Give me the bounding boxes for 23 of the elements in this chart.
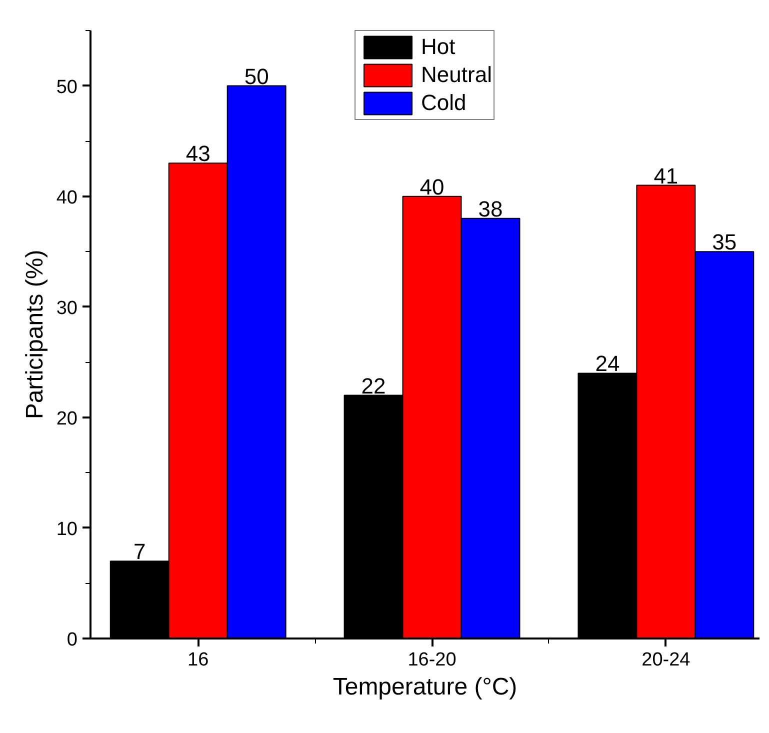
x-axis-title: Temperature (°C) bbox=[332, 674, 518, 700]
x-tick-label: 16-20 bbox=[408, 650, 456, 670]
data-label: 24 bbox=[595, 351, 620, 376]
y-tick-label: 10 bbox=[56, 518, 78, 540]
data-label: 38 bbox=[478, 196, 503, 222]
y-tick-label: 0 bbox=[66, 630, 78, 650]
legend-label: Neutral bbox=[421, 62, 492, 88]
data-label: 40 bbox=[420, 174, 444, 200]
x-tick-label: 16 bbox=[188, 650, 209, 670]
y-tick-label: 20 bbox=[56, 408, 78, 430]
data-label: 41 bbox=[654, 163, 678, 188]
legend-label: Cold bbox=[421, 90, 466, 116]
y-tick-label: 30 bbox=[56, 298, 78, 319]
legend-label: Hot bbox=[421, 34, 456, 60]
y-axis-title: Participants (%) bbox=[21, 250, 48, 420]
y-tick-label: 50 bbox=[56, 76, 78, 98]
x-tick-label: 20-24 bbox=[642, 650, 691, 670]
data-label: 43 bbox=[186, 141, 210, 166]
data-label: 35 bbox=[712, 230, 737, 255]
data-label: 22 bbox=[361, 373, 386, 398]
data-label: 7 bbox=[134, 539, 146, 564]
y-tick-label: 40 bbox=[56, 187, 78, 208]
data-label: 50 bbox=[244, 64, 269, 89]
